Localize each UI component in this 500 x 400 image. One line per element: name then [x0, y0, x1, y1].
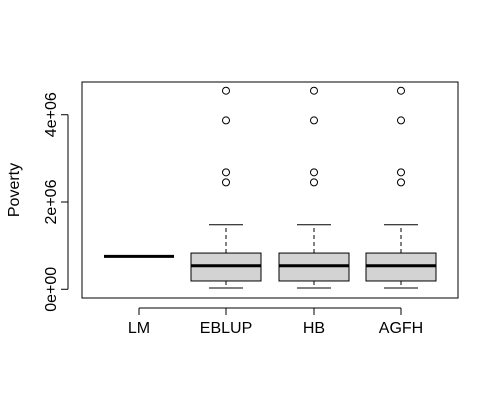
- y-tick-label: 4e+06: [43, 92, 60, 137]
- y-axis: 0e+00 2e+06 4e+06: [43, 92, 69, 312]
- outlier-point: [310, 116, 318, 125]
- outlier-point: [310, 168, 318, 177]
- x-tick-label: HB: [303, 320, 325, 337]
- outlier-point: [397, 116, 405, 125]
- box-agfh: [365, 86, 437, 289]
- outlier-point: [222, 116, 230, 125]
- plot-frame: [81, 81, 459, 299]
- y-tick-label: 0e+00: [43, 267, 60, 312]
- box-hb: [278, 86, 350, 289]
- outlier-point: [222, 178, 230, 187]
- outlier-point: [397, 86, 405, 95]
- box-eblup: [190, 86, 262, 289]
- x-tick-label: LM: [128, 320, 150, 337]
- y-tick-label: 2e+06: [43, 179, 60, 224]
- outlier-point: [310, 86, 318, 95]
- y-axis-label: Poverty: [6, 163, 23, 217]
- outlier-point: [397, 168, 405, 177]
- outlier-point: [222, 86, 230, 95]
- outlier-point: [310, 178, 318, 187]
- x-tick-label: EBLUP: [200, 320, 252, 337]
- outlier-point: [397, 178, 405, 187]
- x-axis: LM EBLUP HB AGFH: [128, 307, 423, 337]
- outlier-point: [222, 168, 230, 177]
- x-tick-label: AGFH: [379, 320, 423, 337]
- box-group: [104, 86, 437, 289]
